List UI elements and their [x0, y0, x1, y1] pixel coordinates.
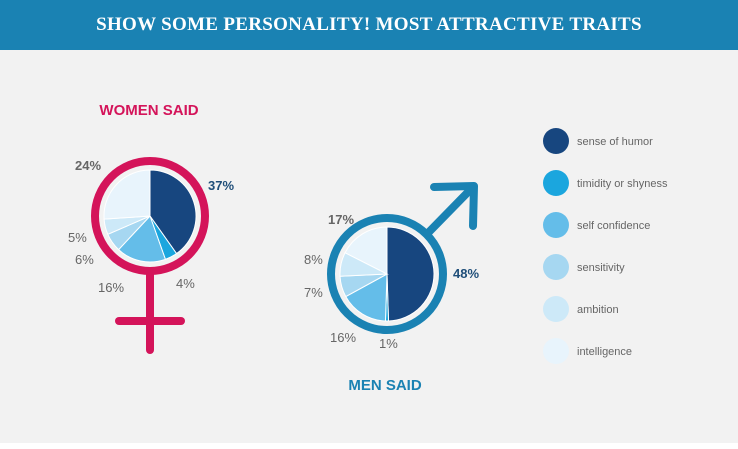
women-value-label: 37%	[208, 178, 234, 193]
men-value-label: 8%	[304, 252, 323, 267]
men-value-label: 1%	[379, 336, 398, 351]
women-slice-intelligence	[103, 169, 151, 220]
legend-swatch	[543, 170, 569, 196]
legend-swatch	[543, 296, 569, 322]
legend-label: intelligence	[577, 346, 632, 358]
male-symbol-icon	[327, 182, 478, 334]
men-value-label: 48%	[453, 266, 479, 281]
legend-label: ambition	[577, 304, 619, 316]
page-title: SHOW SOME PERSONALITY! MOST ATTRACTIVE T…	[96, 14, 642, 35]
legend-label: self confidence	[577, 220, 650, 232]
men-value-label: 16%	[330, 330, 356, 345]
legend-swatch	[543, 254, 569, 280]
pie-men	[339, 226, 435, 322]
women-value-label: 24%	[75, 158, 101, 173]
women-slice-self-confidence	[117, 215, 167, 263]
women-value-label: 4%	[176, 276, 195, 291]
men-slice-self-confidence	[345, 273, 388, 322]
women-value-label: 6%	[75, 252, 94, 267]
footer-strip	[0, 443, 738, 449]
women-value-label: 16%	[98, 280, 124, 295]
men-value-label: 7%	[304, 285, 323, 300]
chart-title-women: WOMEN SAID	[99, 102, 198, 119]
legend-swatch	[543, 128, 569, 154]
women-slice-sense-of-humor	[149, 169, 197, 255]
men-slice-sense-of-humor	[386, 226, 435, 322]
men-slice-intelligence	[344, 226, 388, 275]
legend-label: timidity or shyness	[577, 178, 668, 190]
chart-title-men: MEN SAID	[348, 377, 422, 394]
legend: sense of humor timidity or shyness self co…	[543, 128, 668, 364]
legend-swatch	[543, 212, 569, 238]
women-value-label: 5%	[68, 230, 87, 245]
legend-label: sensitivity	[577, 262, 625, 274]
title-banner: SHOW SOME PERSONALITY! MOST ATTRACTIVE T…	[0, 0, 738, 50]
men-value-label: 17%	[328, 212, 354, 227]
female-symbol-icon	[91, 157, 209, 354]
legend-label: sense of humor	[577, 136, 653, 148]
pie-women	[103, 169, 197, 263]
legend-swatch	[543, 338, 569, 364]
